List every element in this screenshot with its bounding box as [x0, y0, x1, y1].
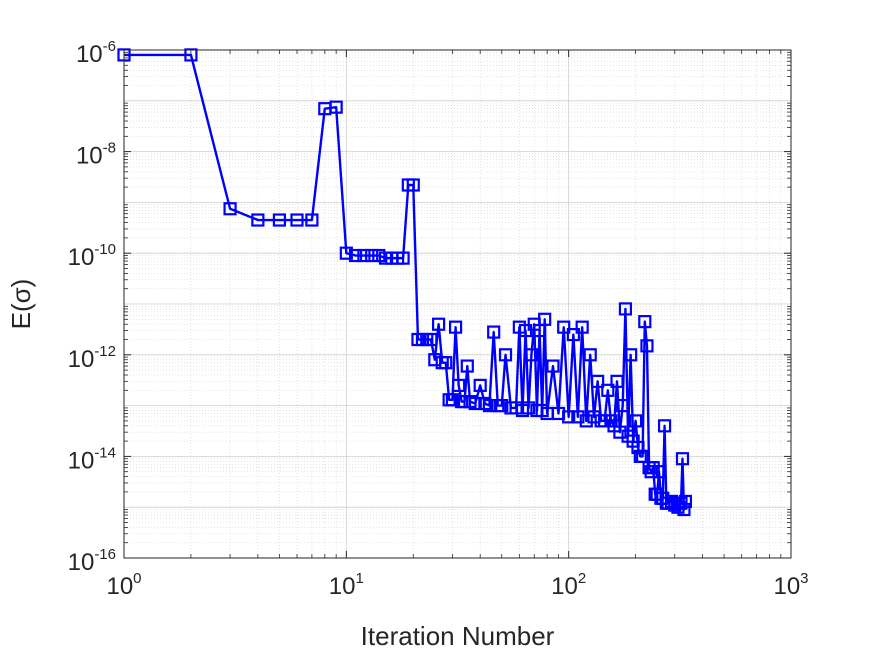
y-tick-exponent: -12 — [94, 343, 116, 360]
series-line — [124, 53, 687, 511]
x-axis-label: Iteration Number — [361, 621, 555, 651]
y-tick-base: 10 — [68, 447, 95, 474]
y-tick-base: 10 — [68, 244, 95, 271]
data-point-marker — [566, 327, 580, 342]
x-tick-label: 102 — [551, 570, 586, 600]
data-point-marker — [675, 452, 690, 466]
data-point-marker — [644, 465, 658, 479]
data-point-marker — [677, 502, 691, 517]
y-tick-base: 10 — [68, 346, 95, 373]
data-point-marker — [562, 410, 576, 424]
x-tick-exponent: 1 — [356, 570, 364, 587]
x-tick-base: 10 — [551, 573, 578, 600]
y-tick-base: 10 — [76, 143, 103, 170]
data-point-marker — [487, 325, 501, 339]
data-point-marker — [624, 348, 638, 362]
y-tick-label: 10-10 — [68, 241, 116, 271]
x-tick-base: 10 — [773, 573, 800, 600]
data-point-marker — [495, 399, 509, 413]
data-point-marker — [616, 399, 630, 413]
y-tick-exponent: -6 — [103, 38, 116, 55]
x-tick-label: 103 — [773, 570, 808, 600]
data-point-marker — [583, 348, 597, 362]
data-point-marker — [396, 251, 410, 265]
x-tick-exponent: 0 — [133, 570, 141, 587]
data-point-marker — [571, 410, 585, 424]
data-point-marker — [575, 320, 589, 334]
data-point-marker — [184, 48, 198, 62]
data-point-marker — [610, 374, 624, 388]
data-point-marker — [546, 359, 560, 373]
data-point-marker — [579, 414, 593, 428]
data-point-marker — [372, 248, 386, 263]
x-tick-labels: 100 101 102 103 — [106, 570, 808, 600]
data-point-marker — [613, 425, 627, 439]
data-point-marker — [439, 356, 453, 370]
data-point-marker — [591, 374, 605, 388]
data-point-marker — [652, 465, 666, 479]
y-tick-label: 10-14 — [68, 444, 116, 474]
x-tick-exponent: 2 — [578, 570, 586, 587]
x-tick-label: 101 — [329, 570, 364, 600]
y-tick-base: 10 — [76, 41, 103, 68]
data-point-marker — [251, 213, 265, 227]
x-tick-exponent: 3 — [800, 570, 808, 587]
data-point-marker — [618, 302, 633, 316]
data-point-marker — [460, 359, 474, 373]
data-point-marker — [657, 419, 672, 433]
data-point-marker — [482, 399, 496, 413]
y-tick-exponent: -16 — [94, 546, 116, 563]
y-tick-label: 10-8 — [76, 140, 116, 170]
y-tick-label: 10-12 — [68, 343, 116, 373]
data-point-marker — [339, 246, 353, 260]
data-point-marker — [640, 339, 654, 353]
x-tick-label: 100 — [106, 570, 141, 600]
data-point-marker — [638, 315, 652, 329]
data-point-marker — [348, 248, 363, 263]
data-point-marker — [524, 348, 539, 362]
data-point-marker — [678, 494, 693, 509]
data-point-marker — [406, 178, 420, 192]
y-tick-exponent: -10 — [94, 241, 116, 258]
data-point-marker — [272, 213, 286, 227]
data-point-marker — [452, 378, 466, 392]
data-point-marker — [432, 317, 446, 331]
data-point-marker — [448, 320, 463, 334]
y-tick-exponent: -14 — [94, 444, 116, 461]
x-tick-base: 10 — [106, 573, 133, 600]
data-point-marker — [424, 332, 438, 347]
y-tick-label: 10-16 — [68, 546, 116, 576]
data-point-marker — [628, 414, 643, 428]
y-tick-label: 10-6 — [76, 38, 116, 68]
data-point-marker — [357, 248, 371, 263]
data-point-marker — [557, 320, 571, 334]
data-point-marker — [329, 100, 343, 114]
data-point-marker — [498, 348, 513, 362]
x-tick-base: 10 — [329, 573, 356, 600]
data-point-marker — [365, 248, 379, 263]
data-point-marker — [468, 396, 482, 411]
data-point-marker — [290, 213, 304, 227]
data-point-marker — [473, 378, 487, 392]
y-axis-label: E(σ) — [6, 279, 36, 330]
data-point-marker — [538, 312, 552, 326]
data-point-marker — [601, 383, 615, 397]
data-point-marker — [223, 202, 237, 216]
data-point-marker — [305, 213, 319, 227]
minor-grid — [124, 50, 791, 558]
y-tick-exponent: -8 — [103, 140, 116, 157]
plot-frame — [123, 49, 792, 559]
y-tick-base: 10 — [68, 549, 95, 576]
tick-marks — [123, 49, 792, 559]
data-point-marker — [521, 401, 536, 415]
data-point-marker — [661, 496, 675, 510]
